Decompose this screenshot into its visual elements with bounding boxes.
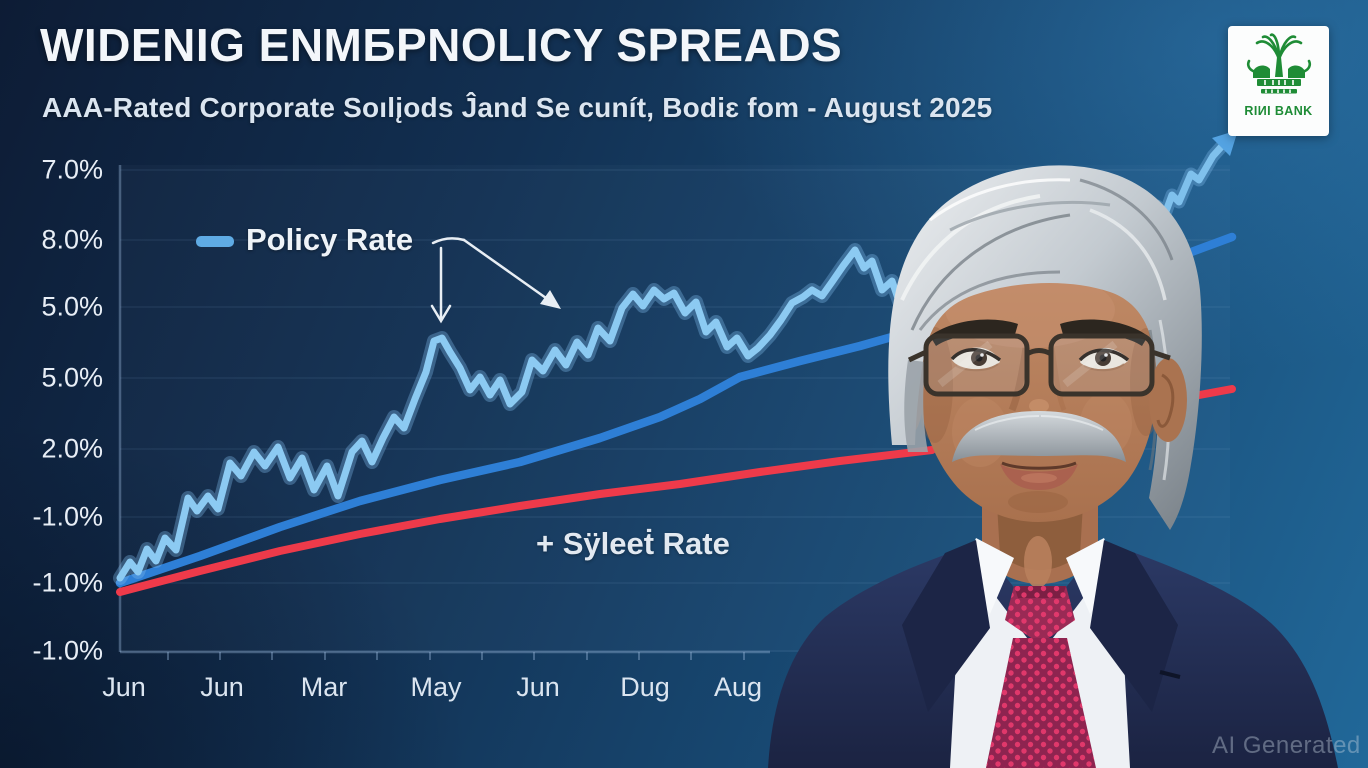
bank-logo: RIИI BANK xyxy=(1228,26,1329,136)
page-subtitle: AAA-Rated Corporate Soılįods Ĵand Se cun… xyxy=(42,92,993,123)
chart-lines xyxy=(113,139,1237,596)
x-axis-label: May xyxy=(410,672,462,702)
legend-callout-arrows xyxy=(430,237,561,324)
eyebrow-left xyxy=(930,319,1018,346)
ai-generated-watermark: AI Generated xyxy=(1212,732,1361,759)
mouth-line xyxy=(1001,461,1077,470)
chin-shadow xyxy=(1008,491,1068,513)
y-axis-label: 7.0% xyxy=(41,154,103,185)
hair-strands xyxy=(900,178,1174,481)
y-axis-label: -1.0% xyxy=(32,567,103,598)
throat-highlight xyxy=(1024,536,1052,588)
trend-arrowhead-icon xyxy=(1212,130,1238,156)
x-axis-label: Dug xyxy=(620,672,670,702)
lapel-right xyxy=(1090,540,1178,712)
x-axis-label: Jun xyxy=(516,672,560,702)
mustache-highlights xyxy=(974,415,1104,431)
y-axis-label: 5.0% xyxy=(41,362,103,393)
bond-yield-line xyxy=(116,246,926,582)
lip-highlight xyxy=(1021,473,1057,483)
policy-rate-line xyxy=(115,324,925,588)
tie-dot-pattern xyxy=(986,586,1096,768)
portrait-illustration xyxy=(768,165,1338,768)
y-axis-label: -1.0% xyxy=(32,501,103,532)
bank-name-label: RIИI BANK xyxy=(1244,104,1313,118)
glasses xyxy=(907,333,1171,397)
y-axis-label: 8.0% xyxy=(41,224,103,255)
x-axis-label: Jun xyxy=(102,672,146,702)
y-axis-label: -1.0% xyxy=(32,635,103,666)
lapel-buttonhole xyxy=(1159,670,1181,679)
y-axis-label: 5.0% xyxy=(41,291,103,322)
ear-right xyxy=(1149,358,1187,442)
policy-rate-legend-label: Policy Rate xyxy=(246,222,414,257)
lapel-left xyxy=(902,540,990,712)
x-axis-minor-ticks xyxy=(167,652,745,660)
x-axis-label: Mar xyxy=(300,672,348,702)
page-title: WIDENIG ENMБPNOLICY SPREADS xyxy=(40,19,843,71)
eyes xyxy=(950,347,1130,372)
down-arrowhead-icon xyxy=(430,304,452,324)
policy-rate-legend-swatch xyxy=(196,236,234,247)
x-axis-label: Jun xyxy=(200,672,244,702)
spread-rate-line xyxy=(116,446,936,596)
eyebrow-right xyxy=(1060,319,1148,346)
y-axis-label: 2.0% xyxy=(41,433,103,464)
diagonal-arrowhead-icon xyxy=(540,290,561,309)
mustache xyxy=(952,411,1126,462)
bank-emblem-icon xyxy=(1246,33,1311,94)
sideburn-left xyxy=(904,360,928,452)
x-axis-label: Aug xyxy=(713,672,763,702)
spread-rate-legend-label: + Sÿleeṫ Rate xyxy=(536,526,730,561)
policy-rate-line-right xyxy=(1181,232,1237,259)
